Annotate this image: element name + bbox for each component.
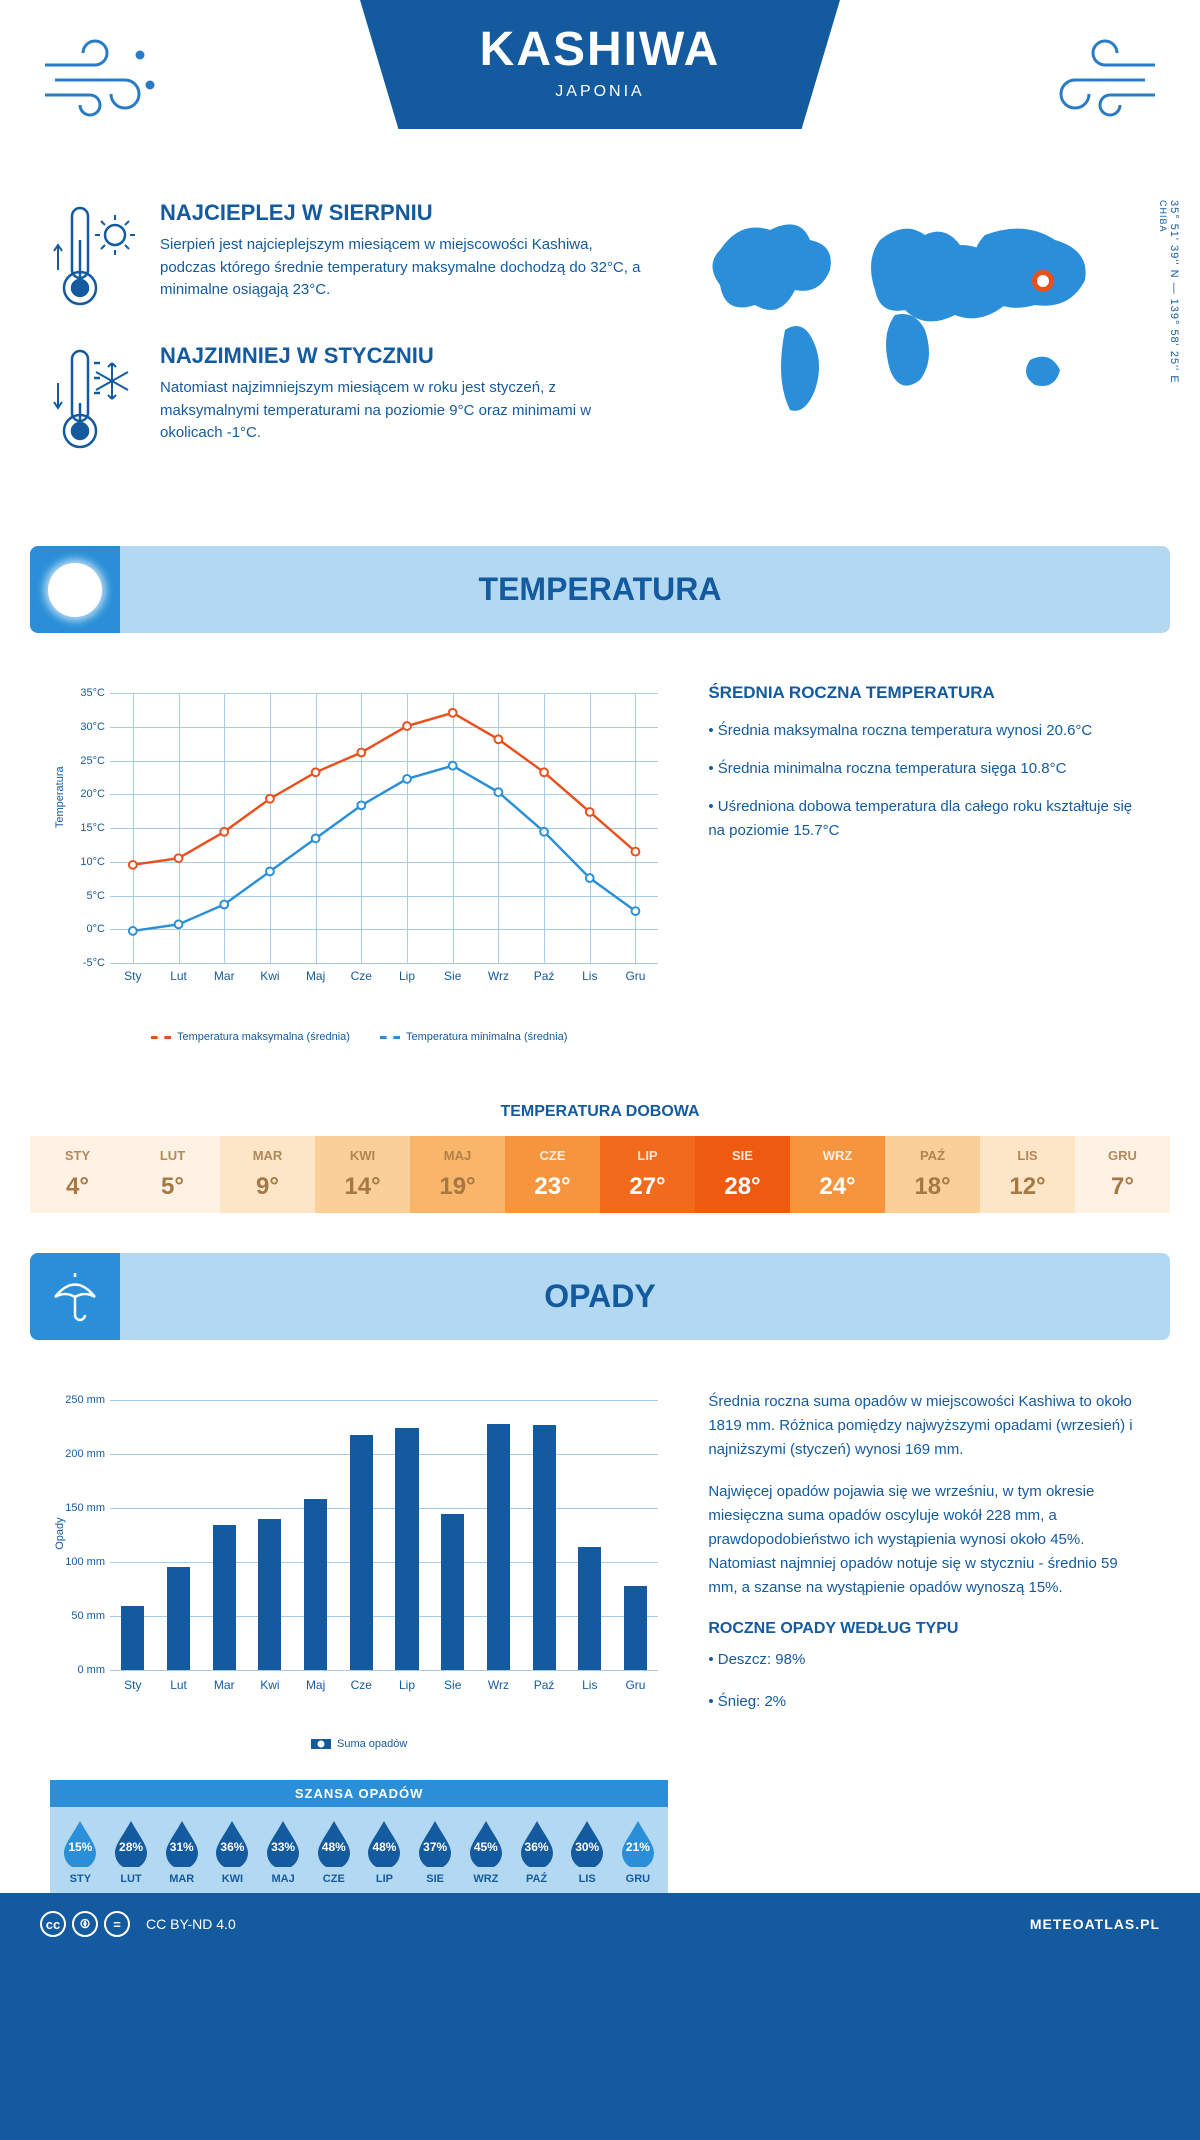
chance-cell: 48% CZE (308, 1819, 359, 1885)
license-text: CC BY-ND 4.0 (146, 1916, 236, 1932)
precip-type: • Deszcz: 98% (708, 1648, 1150, 1672)
section-banner-precip: OPADY (30, 1253, 1170, 1340)
title-banner: KASHIWA JAPONIA (360, 0, 840, 129)
temp-cell: LUT5° (125, 1136, 220, 1213)
chance-cell: 36% KWI (207, 1819, 258, 1885)
temp-cell: LIS12° (980, 1136, 1075, 1213)
license: cc 🅯 = CC BY-ND 4.0 (40, 1911, 236, 1937)
footer: cc 🅯 = CC BY-ND 4.0 METEOATLAS.PL (0, 1893, 1200, 1955)
fact-cold-text: Natomiast najzimniejszym miesiącem w rok… (160, 377, 650, 445)
precip-text: Najwięcej opadów pojawia się we wrześniu… (708, 1480, 1150, 1600)
fact-coldest: NAJZIMNIEJ W STYCZNIU Natomiast najzimni… (50, 343, 650, 458)
temp-cell: PAŹ18° (885, 1136, 980, 1213)
section-title: TEMPERATURA (479, 571, 722, 607)
chance-cell: 21% GRU (613, 1819, 664, 1885)
wind-icon (1030, 30, 1160, 125)
precip-types-title: ROCZNE OPADY WEDŁUG TYPU (708, 1620, 1150, 1638)
chance-cell: 48% LIP (359, 1819, 410, 1885)
chance-title: SZANSA OPADÓW (50, 1780, 668, 1807)
nd-icon: = (104, 1911, 130, 1937)
fact-cold-title: NAJZIMNIEJ W STYCZNIU (160, 343, 650, 369)
by-icon: 🅯 (72, 1911, 98, 1937)
chart-legend: Suma opadów (50, 1738, 668, 1750)
precip-chance-table: SZANSA OPADÓW 15% STY 28% LUT 31% MAR 36… (50, 1780, 668, 1893)
section-banner-temperature: TEMPERATURA (30, 546, 1170, 633)
chance-cell: 33% MAJ (258, 1819, 309, 1885)
wind-icon (40, 30, 170, 125)
fact-hottest: NAJCIEPLEJ W SIERPNIU Sierpień jest najc… (50, 200, 650, 315)
page: KASHIWA JAPONIA NAJCIEP (0, 0, 1200, 1955)
temp-cell: GRU7° (1075, 1136, 1170, 1213)
precip-bar-chart: Opady 0 mm50 mm100 mm150 mm200 mm250 mmS… (50, 1390, 668, 1893)
temp-cell: SIE28° (695, 1136, 790, 1213)
temperature-line-chart: Temperatura -5°C0°C5°C10°C15°C20°C25°C30… (50, 683, 668, 1043)
fact-hot-title: NAJCIEPLEJ W SIERPNIU (160, 200, 650, 226)
chance-cell: 45% WRZ (461, 1819, 512, 1885)
temp-cell: KWI14° (315, 1136, 410, 1213)
fact-hot-text: Sierpień jest najcieplejszym miesiącem w… (160, 234, 650, 302)
temp-cell: STY4° (30, 1136, 125, 1213)
brand: METEOATLAS.PL (1030, 1916, 1160, 1932)
precip-section: Opady 0 mm50 mm100 mm150 mm200 mm250 mmS… (0, 1360, 1200, 1893)
y-axis-title: Opady (54, 1517, 66, 1549)
info-line: • Uśredniona dobowa temperatura dla całe… (708, 795, 1150, 843)
region-label: CHIBA (1158, 200, 1168, 233)
world-map: CHIBA 35° 51' 39'' N — 139° 58' 25'' E (690, 200, 1150, 486)
thermometer-hot-icon (50, 200, 140, 315)
precip-text: Średnia roczna suma opadów w miejscowośc… (708, 1390, 1150, 1462)
chance-cell: 30% LIS (562, 1819, 613, 1885)
daily-temp-table: STY4° LUT5° MAR9° KWI14° MAJ19° CZE23° L… (30, 1136, 1170, 1213)
thermometer-cold-icon (50, 343, 140, 458)
section-title: OPADY (544, 1278, 655, 1314)
temp-cell: LIP27° (600, 1136, 695, 1213)
location-marker-icon (1032, 270, 1054, 292)
country-subtitle: JAPONIA (360, 83, 840, 101)
cc-icon: cc (40, 1911, 66, 1937)
info-title: ŚREDNIA ROCZNA TEMPERATURA (708, 683, 1150, 703)
chance-cell: 31% MAR (156, 1819, 207, 1885)
sun-icon (30, 546, 120, 633)
facts: NAJCIEPLEJ W SIERPNIU Sierpień jest najc… (50, 200, 650, 486)
chart-legend: Temperatura maksymalna (średnia)Temperat… (50, 1031, 668, 1043)
legend-label: Suma opadów (337, 1738, 407, 1750)
umbrella-icon (30, 1253, 120, 1340)
coords-label: 35° 51' 39'' N — 139° 58' 25'' E (1168, 200, 1180, 384)
daily-temp-title: TEMPERATURA DOBOWA (0, 1103, 1200, 1121)
chance-cell: 15% STY (55, 1819, 106, 1885)
info-line: • Średnia minimalna roczna temperatura s… (708, 757, 1150, 781)
chance-cell: 36% PAŹ (511, 1819, 562, 1885)
info-line: • Średnia maksymalna roczna temperatura … (708, 719, 1150, 743)
temp-cell: CZE23° (505, 1136, 600, 1213)
city-title: KASHIWA (360, 22, 840, 77)
temp-cell: MAR9° (220, 1136, 315, 1213)
chance-cell: 37% SIE (410, 1819, 461, 1885)
intro-section: NAJCIEPLEJ W SIERPNIU Sierpień jest najc… (0, 180, 1200, 526)
temp-cell: MAJ19° (410, 1136, 505, 1213)
temperature-section: Temperatura -5°C0°C5°C10°C15°C20°C25°C30… (0, 653, 1200, 1073)
temp-cell: WRZ24° (790, 1136, 885, 1213)
precip-info: Średnia roczna suma opadów w miejscowośc… (708, 1390, 1150, 1893)
chance-cell: 28% LUT (106, 1819, 157, 1885)
precip-type: • Śnieg: 2% (708, 1690, 1150, 1714)
header: KASHIWA JAPONIA (0, 0, 1200, 180)
temperature-info: ŚREDNIA ROCZNA TEMPERATURA • Średnia mak… (708, 683, 1150, 1043)
